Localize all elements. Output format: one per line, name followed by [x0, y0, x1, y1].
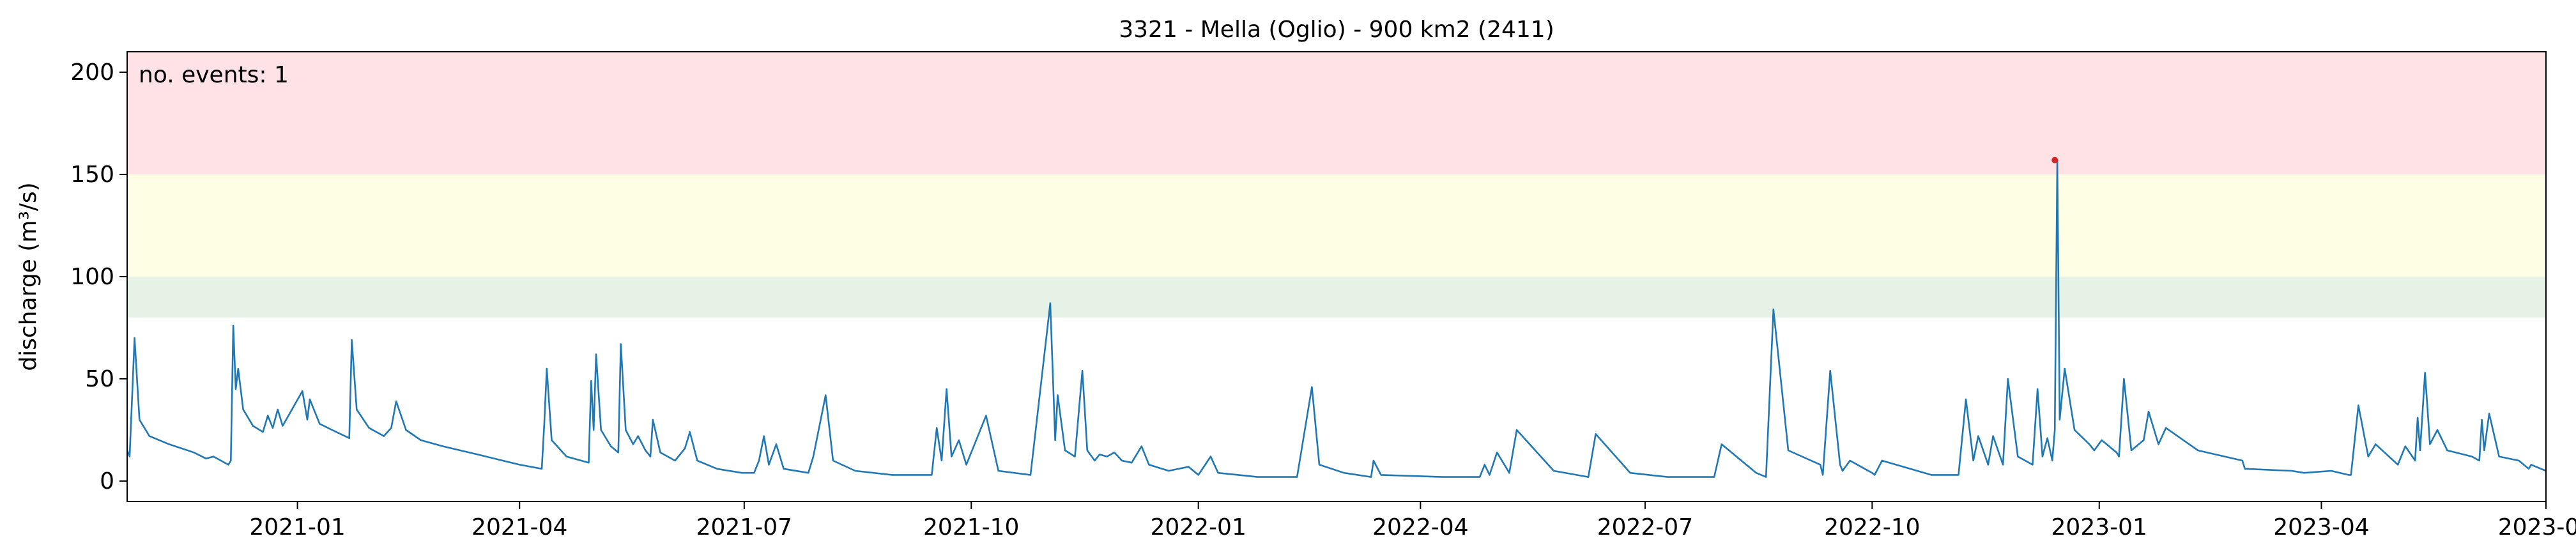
y-tick-label: 100: [70, 264, 114, 290]
x-tick-label: 2022-01: [1150, 514, 1246, 540]
threshold-band: [127, 277, 2546, 318]
threshold-band: [127, 174, 2546, 277]
chart-title: 3321 - Mella (Oglio) - 900 km2 (2411): [1119, 17, 1554, 43]
x-tick-label: 2023-07: [2498, 514, 2576, 540]
y-tick-label: 200: [70, 59, 114, 86]
threshold-band: [127, 52, 2546, 174]
plot-frame: [126, 51, 2547, 502]
x-tick-label: 2023-01: [2051, 514, 2147, 540]
discharge-line: [126, 159, 2547, 478]
y-tick-label: 50: [85, 366, 114, 392]
event-marker: [2051, 157, 2058, 164]
x-tick-label: 2022-10: [1824, 514, 1920, 540]
x-tick-label: 2023-04: [2273, 514, 2369, 540]
y-axis-label: discharge (m³/s): [15, 182, 42, 371]
x-tick-label: 2021-10: [923, 514, 1019, 540]
y-tick-label: 0: [100, 468, 114, 494]
y-tick-label: 150: [70, 162, 114, 188]
x-tick-label: 2021-07: [696, 514, 792, 540]
event-count: no. events: 1: [139, 62, 289, 88]
x-tick-label: 2021-01: [249, 514, 345, 540]
x-tick-label: 2022-07: [1597, 514, 1693, 540]
x-tick-label: 2022-04: [1372, 514, 1468, 540]
x-tick-label: 2021-04: [471, 514, 567, 540]
